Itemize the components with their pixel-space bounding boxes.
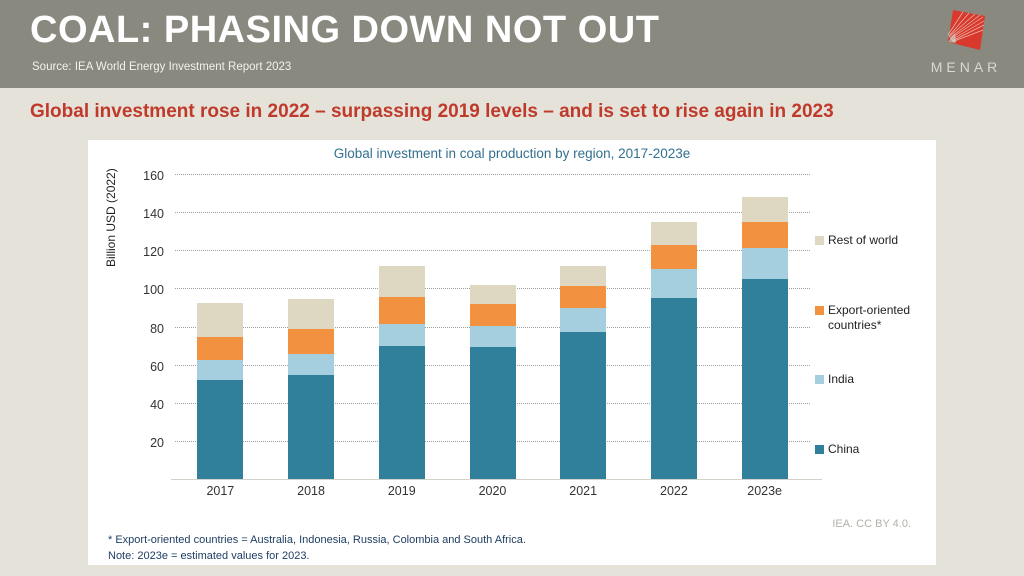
- bar-segment-2019-export-oriented-countries-: [378, 296, 425, 324]
- bar-segment-2023e-china: [741, 278, 788, 479]
- bar-segment-2018-rest-of-world: [288, 298, 335, 330]
- y-tick-140: 140: [143, 207, 164, 222]
- plot-area: [171, 168, 822, 480]
- legend-label: China: [828, 441, 860, 456]
- bar-segment-2021-china: [560, 332, 607, 479]
- bar-segment-2018-india: [288, 354, 335, 376]
- x-axis-labels: 2017 2018 2019 2020 2021 2022 2023e: [175, 484, 810, 502]
- gridline-120: [175, 250, 810, 252]
- bar-segment-2018-export-oriented-countries-: [288, 329, 335, 355]
- x-tick-2020: 2020: [478, 484, 507, 498]
- stacked-bar-2018: [288, 298, 335, 479]
- legend-label: India: [828, 372, 855, 386]
- slide-header: COAL: PHASING DOWN NOT OUT Source: IEA W…: [0, 0, 1024, 88]
- y-tick-60: 60: [150, 359, 164, 374]
- x-tick-2019: 2019: [387, 484, 416, 498]
- bar-segment-2019-china: [378, 345, 425, 479]
- stacked-bar-2020: [469, 284, 516, 479]
- x-tick-2022: 2022: [660, 484, 688, 498]
- x-tick-2017: 2017: [206, 484, 235, 498]
- y-tick-120: 120: [143, 245, 164, 260]
- bar-segment-2023e-export-oriented-countries-: [741, 221, 788, 249]
- bar-segment-2023e-rest-of-world: [741, 196, 788, 222]
- license-attribution: IEA. CC BY 4.0.: [832, 518, 911, 530]
- bar-segment-2020-rest-of-world: [469, 284, 516, 304]
- legend-item-export-oriented-countries-: Export-oriented countries*: [815, 303, 933, 333]
- legend-item-china: China: [815, 442, 859, 457]
- bar-segment-2022-china: [650, 297, 697, 479]
- footnotes: * Export-oriented countries = Australia,…: [108, 532, 526, 564]
- menar-logo-icon: [947, 10, 985, 50]
- y-tick-160: 160: [143, 169, 164, 183]
- bar-segment-2017-rest-of-world: [197, 302, 244, 337]
- stacked-bar-2021: [560, 265, 607, 479]
- y-tick-20: 20: [150, 435, 164, 450]
- legend-item-india: India: [815, 372, 854, 387]
- legend-swatch: [815, 444, 824, 454]
- bar-segment-2019-rest-of-world: [378, 265, 425, 297]
- menar-logo-text: MENAR: [930, 59, 1002, 75]
- bar-segment-2022-india: [650, 269, 697, 298]
- y-tick-80: 80: [150, 321, 164, 336]
- legend-swatch: [815, 305, 824, 315]
- stacked-bar-2022: [650, 221, 697, 479]
- headline: Global investment rose in 2022 – surpass…: [30, 101, 834, 122]
- bar-segment-2019-india: [378, 323, 425, 346]
- bar-segment-2020-india: [469, 325, 516, 347]
- x-tick-2021: 2021: [569, 484, 598, 498]
- bar-segment-2017-india: [197, 359, 244, 380]
- menar-logo: MENAR: [922, 6, 1006, 75]
- bar-segment-2017-export-oriented-countries-: [197, 336, 244, 360]
- legend-swatch: [815, 375, 824, 384]
- bar-segment-2017-china: [197, 379, 244, 479]
- stacked-bar-2019: [378, 265, 425, 479]
- bar-segment-2021-india: [560, 308, 607, 333]
- footnote-2023e: Note: 2023e = estimated values for 2023.: [108, 550, 310, 562]
- legend-item-rest-of-world: Rest of world: [815, 233, 898, 248]
- stacked-bar-2017: [197, 302, 244, 479]
- stacked-bar-2023e: [741, 196, 788, 479]
- bar-segment-2022-rest-of-world: [650, 221, 697, 245]
- chart-title: Global investment in coal production by …: [333, 146, 691, 161]
- bar-segment-2018-china: [288, 375, 335, 479]
- legend-swatch: [815, 236, 824, 245]
- x-tick-2023e: 2023e: [747, 484, 783, 498]
- source-attribution: Source: IEA World Energy Investment Repo…: [32, 61, 292, 73]
- bar-segment-2022-export-oriented-countries-: [650, 244, 697, 270]
- chart-card: Global investment in coal production by …: [88, 140, 936, 565]
- footnote-export-countries: * Export-oriented countries = Australia,…: [108, 534, 526, 546]
- bar-segment-2020-export-oriented-countries-: [469, 303, 516, 326]
- bar-segment-2023e-india: [741, 248, 788, 279]
- gridline-140: [175, 212, 810, 214]
- gridline-160: [175, 174, 810, 175]
- bar-segment-2021-rest-of-world: [560, 265, 607, 286]
- legend-label: Rest of world: [828, 233, 899, 247]
- legend-label: Export-oriented countries*: [828, 302, 911, 332]
- y-tick-100: 100: [143, 283, 164, 298]
- y-tick-40: 40: [150, 397, 164, 412]
- y-axis-ticks: 20 40 60 80 100 120 140 160: [114, 168, 164, 480]
- bar-segment-2021-export-oriented-countries-: [560, 285, 607, 309]
- page-title: COAL: PHASING DOWN NOT OUT: [30, 9, 660, 51]
- x-axis-line: [171, 479, 822, 480]
- x-tick-2018: 2018: [297, 484, 325, 498]
- bar-segment-2020-china: [469, 346, 516, 479]
